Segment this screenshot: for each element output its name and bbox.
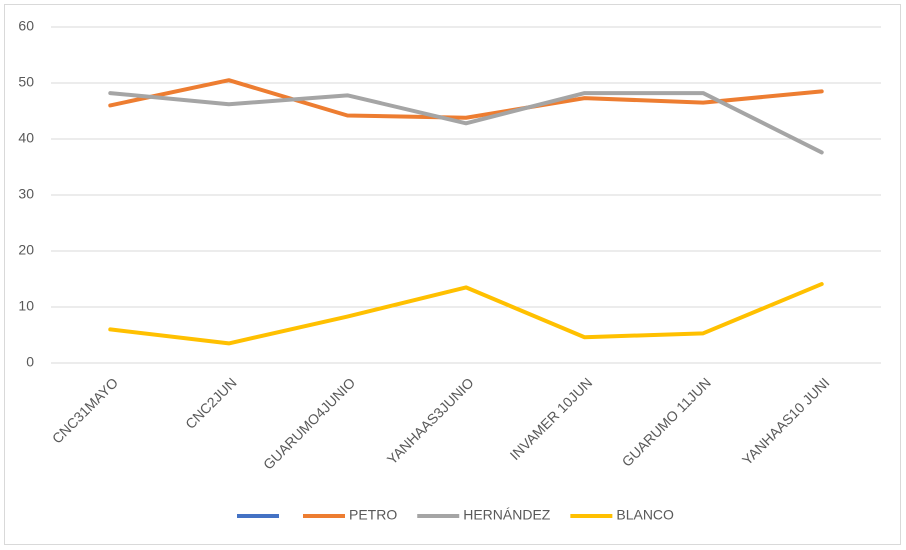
series-line bbox=[108, 78, 824, 120]
chart-border bbox=[4, 4, 901, 545]
y-tick-label: 50 bbox=[18, 74, 34, 90]
y-tick-label: 20 bbox=[18, 242, 34, 258]
y-tick-label: 60 bbox=[18, 18, 34, 34]
y-tick-label: 10 bbox=[18, 298, 34, 314]
legend-label: PETRO bbox=[349, 507, 397, 523]
legend-label: BLANCO bbox=[616, 507, 674, 523]
series-line bbox=[108, 91, 824, 155]
y-tick-label: 40 bbox=[18, 130, 34, 146]
series-line bbox=[108, 282, 824, 346]
legend-label: HERNÁNDEZ bbox=[463, 507, 551, 523]
y-tick-label: 30 bbox=[18, 186, 34, 202]
y-tick-label: 0 bbox=[26, 354, 34, 370]
